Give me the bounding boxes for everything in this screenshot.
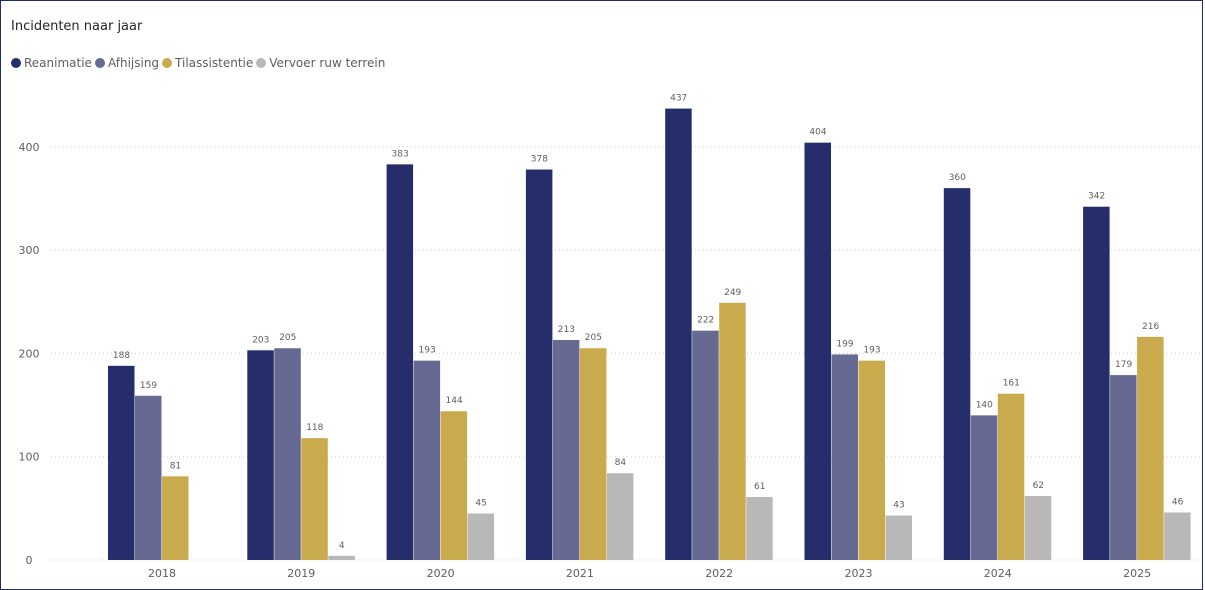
bar-vervoer-ruw-terrein bbox=[885, 515, 912, 560]
x-tick-label: 2020 bbox=[427, 567, 455, 580]
x-tick-label: 2024 bbox=[984, 567, 1012, 580]
x-tick-label: 2018 bbox=[148, 567, 176, 580]
data-label: 199 bbox=[836, 339, 853, 349]
data-label: 188 bbox=[113, 351, 130, 361]
legend-item-tilassistentie[interactable]: Tilassistentie bbox=[162, 56, 253, 70]
bar-afhijsing bbox=[552, 339, 580, 560]
bar-vervoer-ruw-terrein bbox=[1024, 495, 1052, 560]
data-label: 213 bbox=[558, 325, 575, 335]
data-label: 378 bbox=[531, 155, 548, 165]
data-label: 61 bbox=[754, 482, 765, 492]
legend-label-tilassistentie: Tilassistentie bbox=[175, 56, 254, 70]
bar-reanimatie bbox=[108, 365, 135, 560]
bar-afhijsing bbox=[413, 360, 441, 560]
y-tick-label: 400 bbox=[19, 141, 40, 154]
x-tick-label: 2023 bbox=[845, 567, 873, 580]
data-label: 342 bbox=[1088, 192, 1105, 202]
bar-reanimatie bbox=[1083, 206, 1110, 561]
bar-tilassistentie bbox=[162, 476, 189, 560]
legend-marker-vervoer-ruw-terrein bbox=[256, 58, 267, 68]
data-label: 46 bbox=[1172, 497, 1184, 507]
data-label: 144 bbox=[446, 396, 463, 406]
bar-reanimatie bbox=[525, 169, 553, 560]
bar-vervoer-ruw-terrein bbox=[467, 513, 495, 560]
x-tick-label: 2025 bbox=[1123, 567, 1151, 580]
data-label: 360 bbox=[949, 173, 966, 183]
bar-reanimatie bbox=[247, 350, 274, 560]
bar-vervoer-ruw-terrein bbox=[746, 496, 773, 560]
bar-vervoer-ruw-terrein bbox=[328, 555, 355, 560]
bar-tilassistentie bbox=[719, 302, 746, 560]
data-label: 404 bbox=[809, 128, 826, 138]
legend-marker-afhijsing bbox=[94, 58, 105, 68]
chart-legend: Reanimatie Afhijsing Tilassistentie Verv… bbox=[11, 56, 388, 70]
bar-tilassistentie bbox=[1137, 336, 1164, 560]
y-tick-label: 0 bbox=[26, 554, 33, 567]
data-label: 179 bbox=[1115, 360, 1132, 370]
legend-label-afhijsing: Afhijsing bbox=[107, 56, 160, 70]
bar-afhijsing bbox=[1110, 375, 1137, 560]
y-tick-label: 300 bbox=[19, 244, 40, 257]
legend-marker-reanimatie bbox=[11, 58, 21, 68]
bar-reanimatie bbox=[943, 188, 971, 560]
data-label: 84 bbox=[615, 458, 627, 468]
bar-vervoer-ruw-terrein bbox=[606, 473, 634, 560]
x-tick-label: 2019 bbox=[287, 567, 315, 580]
data-label: 161 bbox=[1003, 379, 1020, 389]
x-tick-label: 2022 bbox=[705, 567, 733, 580]
data-label: 205 bbox=[585, 333, 602, 343]
data-label: 62 bbox=[1033, 481, 1044, 491]
data-label: 193 bbox=[419, 346, 436, 356]
legend-label-vervoer-ruw-terrein: Vervoer ruw terrein bbox=[269, 56, 386, 70]
bar-tilassistentie bbox=[858, 360, 885, 560]
data-label: 249 bbox=[724, 288, 741, 298]
data-label: 203 bbox=[252, 335, 269, 345]
bar-tilassistentie bbox=[579, 348, 607, 560]
legend-item-reanimatie[interactable]: Reanimatie bbox=[11, 56, 92, 70]
data-label: 205 bbox=[279, 333, 296, 343]
legend-item-vervoer-ruw-terrein[interactable]: Vervoer ruw terrein bbox=[256, 56, 385, 70]
y-tick-label: 200 bbox=[19, 347, 40, 360]
bar-afhijsing bbox=[831, 354, 858, 560]
legend-marker-tilassistentie bbox=[162, 58, 173, 68]
bar-reanimatie bbox=[804, 142, 831, 560]
bar-afhijsing bbox=[970, 415, 998, 560]
data-label: 4 bbox=[339, 541, 345, 551]
chart-title: Incidenten naar jaar bbox=[11, 19, 143, 34]
data-label: 118 bbox=[306, 423, 323, 433]
data-label: 43 bbox=[893, 501, 904, 511]
data-label: 222 bbox=[697, 316, 714, 326]
x-tick-label: 2021 bbox=[566, 567, 594, 580]
legend-item-afhijsing[interactable]: Afhijsing bbox=[94, 56, 160, 70]
bar-afhijsing bbox=[274, 348, 301, 560]
bar-reanimatie bbox=[386, 164, 414, 560]
bar-tilassistentie bbox=[440, 411, 468, 560]
legend-label-reanimatie: Reanimatie bbox=[24, 56, 92, 70]
data-label: 140 bbox=[976, 400, 993, 410]
y-tick-label: 100 bbox=[19, 451, 40, 464]
data-label: 81 bbox=[170, 461, 181, 471]
bar-vervoer-ruw-terrein bbox=[1164, 512, 1191, 560]
data-label: 437 bbox=[670, 94, 687, 104]
data-label: 159 bbox=[140, 381, 157, 391]
bar-afhijsing bbox=[692, 330, 719, 560]
data-label: 383 bbox=[392, 149, 409, 159]
data-label: 193 bbox=[863, 346, 880, 356]
bar-tilassistentie bbox=[301, 438, 328, 560]
data-label: 216 bbox=[1142, 322, 1159, 332]
bar-reanimatie bbox=[665, 108, 692, 560]
bar-afhijsing bbox=[135, 395, 162, 560]
bar-tilassistentie bbox=[997, 393, 1025, 560]
data-label: 45 bbox=[475, 499, 486, 509]
